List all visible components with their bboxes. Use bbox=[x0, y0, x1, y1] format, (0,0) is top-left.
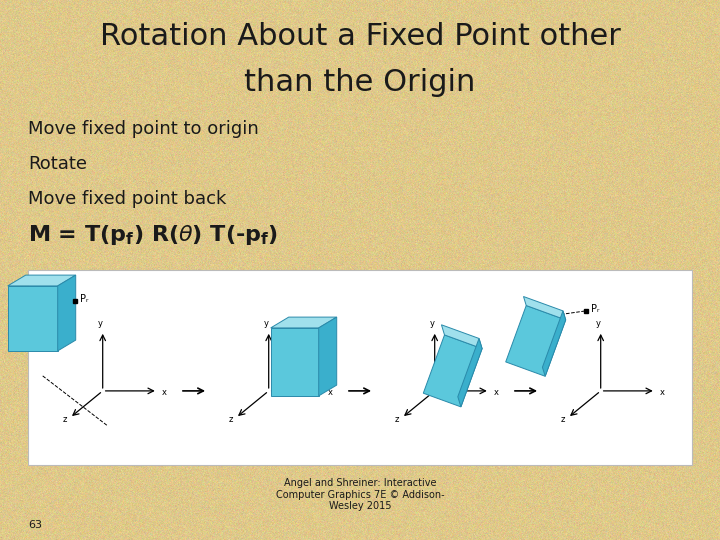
Text: Pᵣ: Pᵣ bbox=[80, 294, 89, 304]
Text: z: z bbox=[63, 415, 67, 424]
Polygon shape bbox=[271, 328, 319, 396]
Text: Angel and Shreiner: Interactive
Computer Graphics 7E © Addison-
Wesley 2015: Angel and Shreiner: Interactive Computer… bbox=[276, 478, 444, 511]
Text: Move fixed point to origin: Move fixed point to origin bbox=[28, 120, 258, 138]
Text: z: z bbox=[228, 415, 233, 424]
Polygon shape bbox=[505, 306, 566, 376]
Polygon shape bbox=[319, 317, 337, 396]
Text: $\mathbf{M}$ = $\mathbf{T}$(p$_\mathbf{f}$) $\mathbf{R}$($\theta$) $\mathbf{T}$(: $\mathbf{M}$ = $\mathbf{T}$(p$_\mathbf{f… bbox=[28, 223, 278, 247]
Polygon shape bbox=[271, 317, 337, 328]
Polygon shape bbox=[441, 325, 482, 349]
Text: 63: 63 bbox=[28, 520, 42, 530]
Text: Rotation About a Fixed Point other: Rotation About a Fixed Point other bbox=[99, 22, 621, 51]
Polygon shape bbox=[8, 286, 58, 351]
Text: Rotate: Rotate bbox=[28, 155, 87, 173]
Polygon shape bbox=[523, 296, 566, 320]
Polygon shape bbox=[542, 311, 566, 376]
Text: x: x bbox=[660, 388, 665, 397]
Text: y: y bbox=[264, 319, 269, 328]
Polygon shape bbox=[423, 335, 482, 407]
Text: y: y bbox=[431, 319, 435, 328]
Text: z: z bbox=[395, 415, 399, 424]
Text: z: z bbox=[560, 415, 565, 424]
Text: Move fixed point back: Move fixed point back bbox=[28, 190, 226, 208]
Text: than the Origin: than the Origin bbox=[244, 68, 476, 97]
Polygon shape bbox=[58, 275, 76, 351]
Text: y: y bbox=[596, 319, 601, 328]
Text: Pᵣ: Pᵣ bbox=[590, 304, 599, 314]
Text: x: x bbox=[328, 388, 333, 397]
Text: x: x bbox=[162, 388, 167, 397]
Text: x: x bbox=[494, 388, 499, 397]
Bar bbox=[28, 270, 692, 465]
Text: y: y bbox=[98, 319, 103, 328]
Polygon shape bbox=[458, 339, 482, 407]
Polygon shape bbox=[8, 275, 76, 286]
